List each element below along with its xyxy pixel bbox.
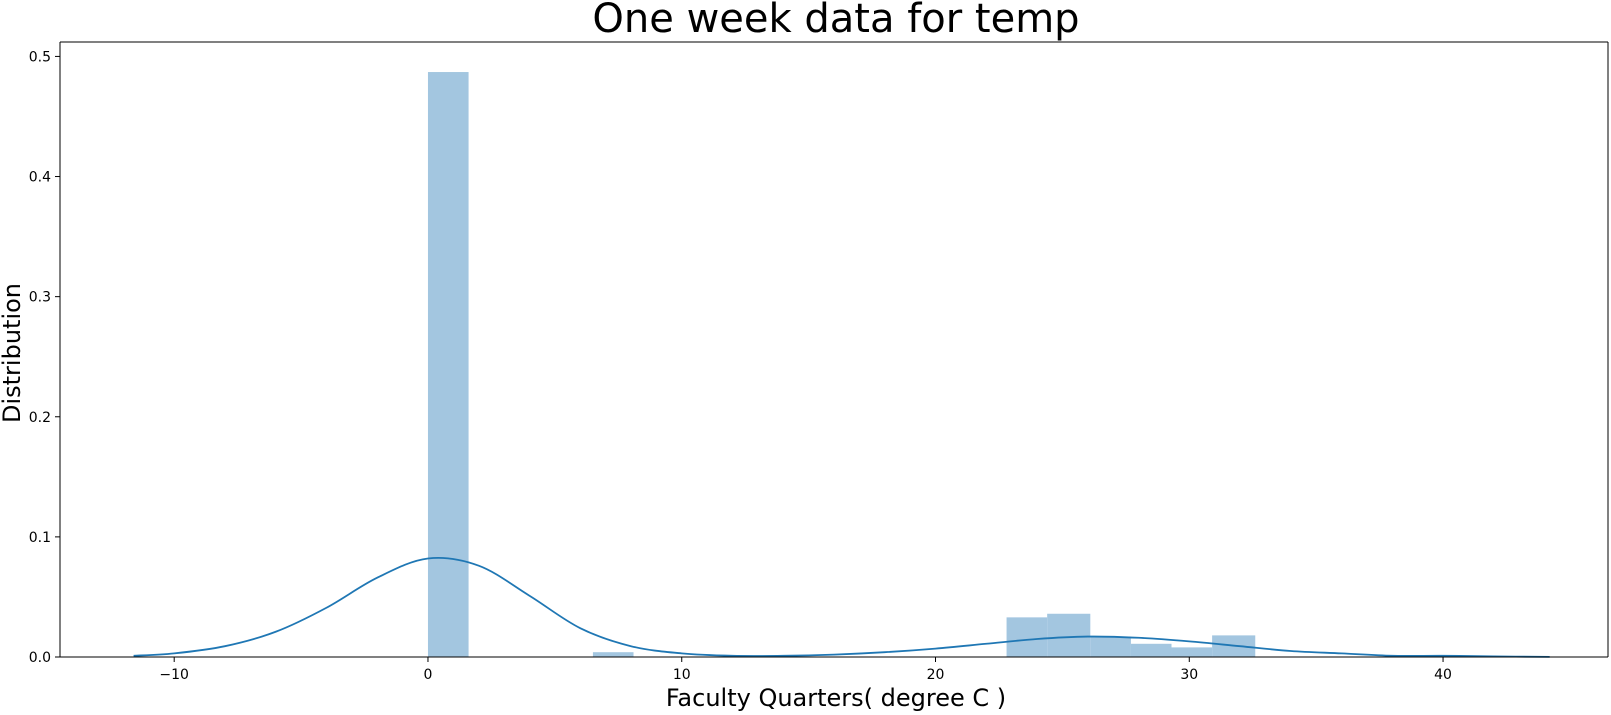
histogram-bar-5 — [1130, 643, 1172, 657]
kde-curve-layer — [133, 557, 1550, 658]
y-axis-label: Distribution — [0, 283, 26, 423]
x-tick-label: −10 — [159, 667, 189, 683]
kde-curve — [133, 557, 1550, 658]
y-axis-ticks: 0.0 0.1 0.2 0.3 0.4 0.5 — [29, 49, 60, 666]
y-tick-label: 0.0 — [29, 650, 51, 666]
y-tick-label: 0.5 — [29, 49, 51, 65]
x-axis-ticks: −10 0 10 20 30 40 — [159, 657, 1452, 683]
histogram-bar-1 — [592, 652, 634, 657]
y-tick-label: 0.4 — [29, 170, 51, 186]
y-tick-label: 0.2 — [29, 410, 51, 426]
histogram-bar-4 — [1090, 636, 1131, 657]
chart-title: One week data for temp — [592, 0, 1079, 42]
y-tick-label: 0.3 — [29, 290, 51, 306]
x-tick-label: 20 — [927, 667, 945, 683]
x-axis-label: Faculty Quarters( degree C ) — [666, 684, 1006, 711]
x-tick-label: 10 — [673, 667, 691, 683]
histogram-bar-0 — [427, 72, 469, 657]
histogram-bar-6 — [1171, 647, 1213, 657]
x-tick-label: 0 — [424, 667, 433, 683]
histogram-bar-2 — [1006, 617, 1048, 657]
y-tick-label: 0.1 — [29, 530, 51, 546]
histogram-bar-3 — [1047, 613, 1091, 657]
x-tick-label: 40 — [1434, 667, 1452, 683]
x-tick-label: 30 — [1180, 667, 1198, 683]
axes — [59, 41, 1609, 658]
histogram-bars — [427, 72, 1256, 657]
